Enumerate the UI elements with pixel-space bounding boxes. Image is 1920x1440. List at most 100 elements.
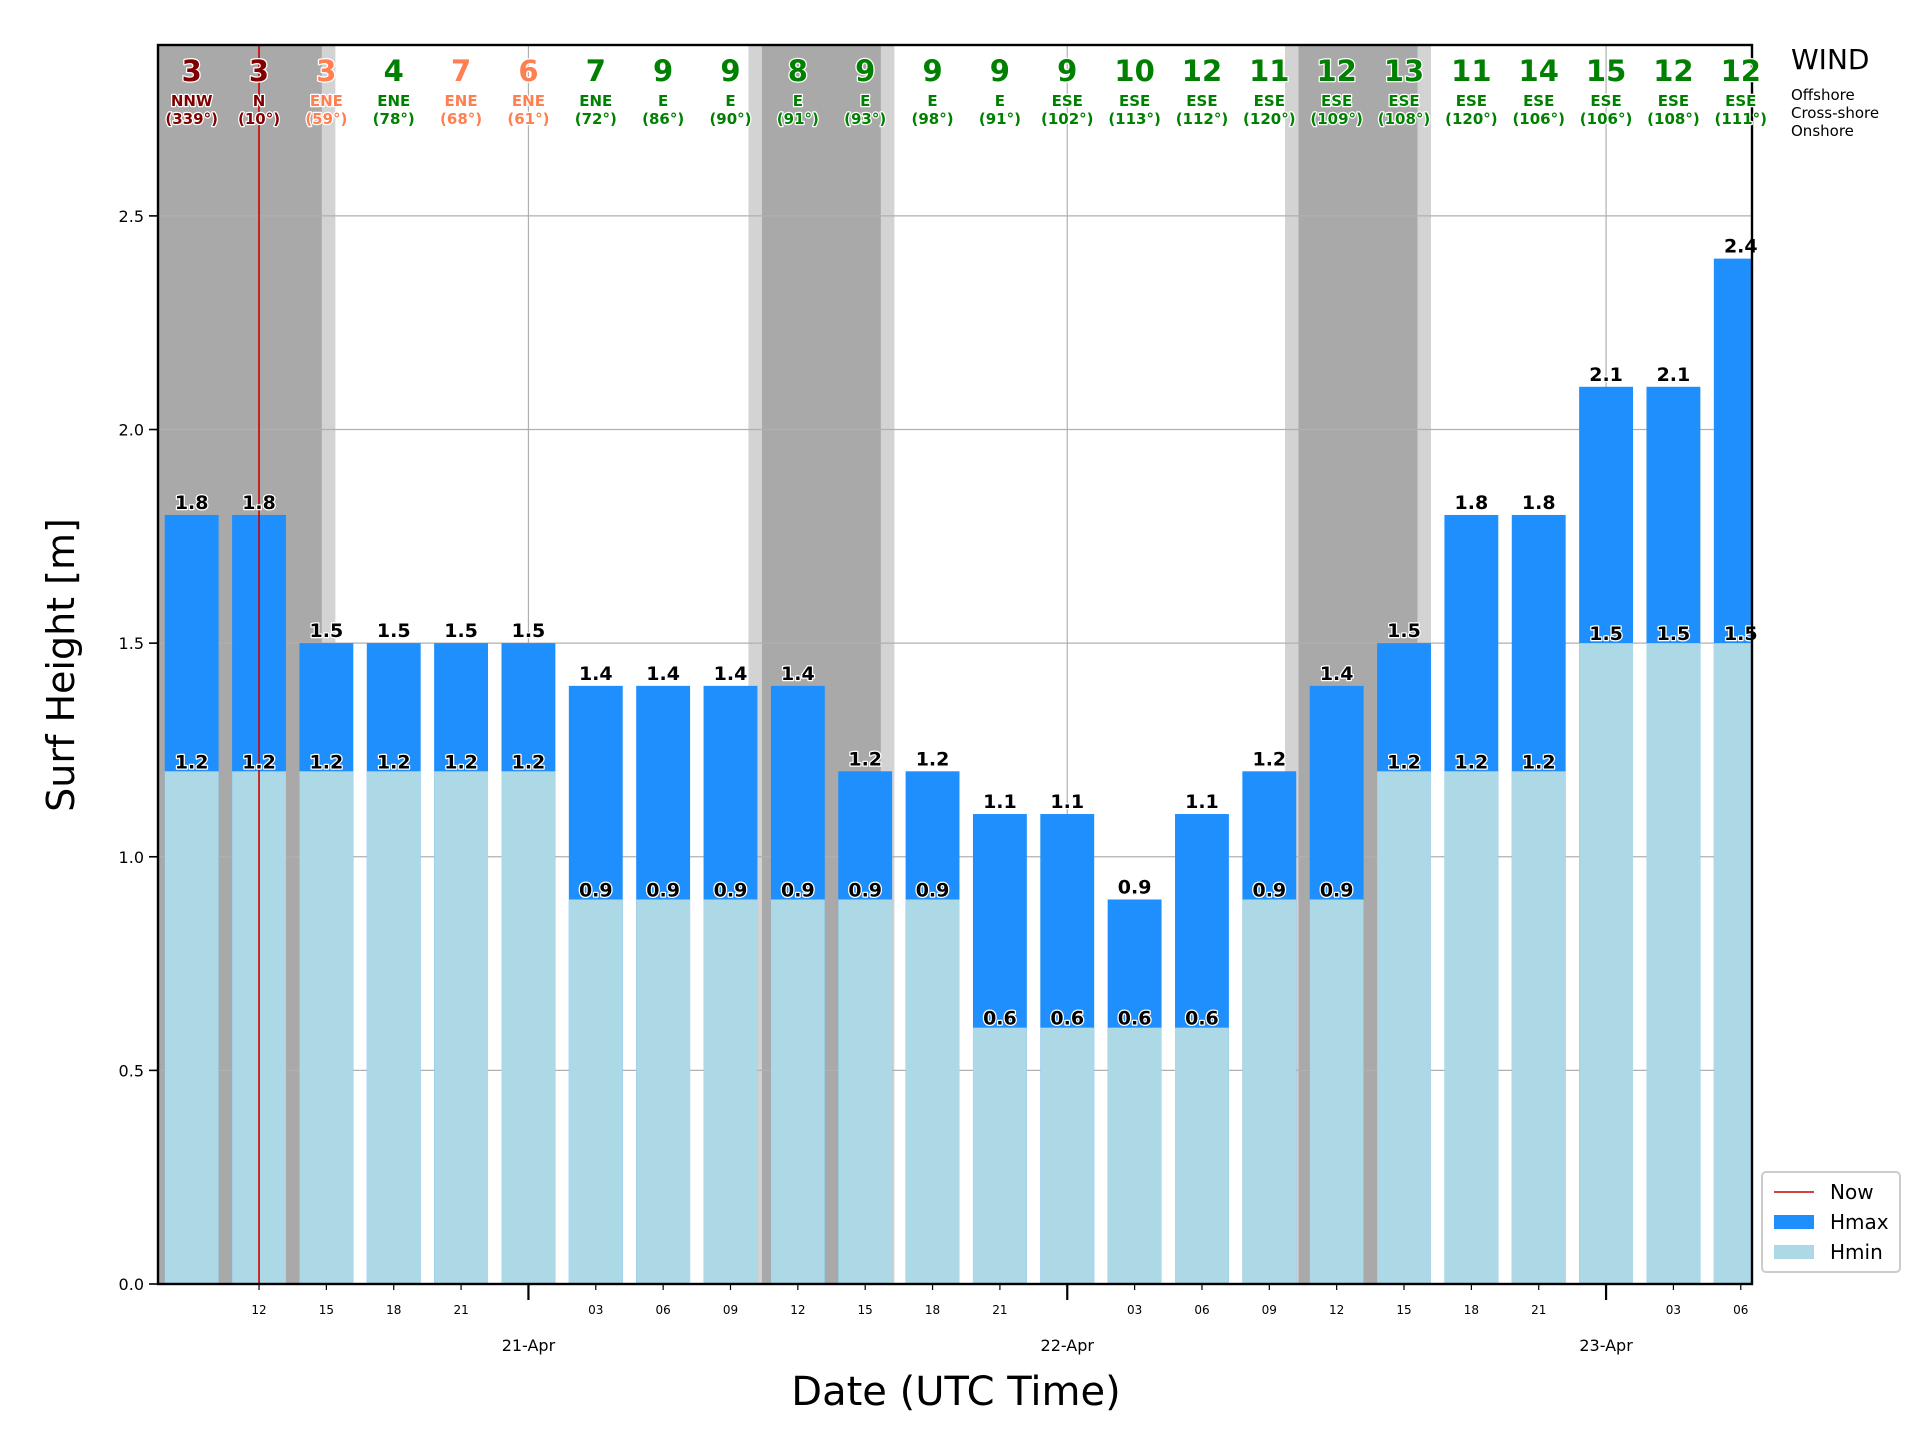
wind-speed: 9 xyxy=(653,54,673,88)
bar-label-hmax: 1.8 xyxy=(242,492,276,514)
bar-label-hmax: 1.2 xyxy=(1252,748,1286,770)
wind-direction: E xyxy=(860,92,870,110)
y-tick-label: 2.5 xyxy=(119,207,144,226)
x-hour-label: 09 xyxy=(1262,1303,1277,1317)
bar-label-hmin: 0.9 xyxy=(781,879,815,901)
wind-degrees: (86°) xyxy=(642,110,684,128)
bar-label-hmax: 1.1 xyxy=(1185,791,1219,813)
bar-hmin xyxy=(1646,643,1701,1284)
bar-hmin xyxy=(703,899,758,1284)
x-hour-label: 03 xyxy=(1666,1303,1681,1317)
bar-label-hmin: 1.5 xyxy=(1589,623,1623,645)
bar-label-hmin: 1.2 xyxy=(1522,751,1556,773)
wind-speed: 9 xyxy=(855,54,875,88)
bar-label-hmin: 0.9 xyxy=(646,879,680,901)
wind-direction: E xyxy=(725,92,735,110)
bar-hmin xyxy=(1309,899,1364,1284)
wind-speed: 3 xyxy=(249,54,269,88)
bar-label-hmax: 0.9 xyxy=(1118,876,1152,898)
wind-direction: ESE xyxy=(1119,92,1150,110)
x-hour-label: 03 xyxy=(1127,1303,1142,1317)
wind-direction: ESE xyxy=(1186,92,1217,110)
wind-speed: 14 xyxy=(1519,54,1559,88)
y-tick-label: 0.5 xyxy=(119,1061,144,1080)
bar-label-hmin: 0.9 xyxy=(714,879,748,901)
wind-direction: ESE xyxy=(1254,92,1285,110)
x-hour-label: 18 xyxy=(1464,1303,1479,1317)
bar-label-hmax: 1.8 xyxy=(1455,492,1489,514)
wind-speed: 9 xyxy=(1057,54,1077,88)
bar-label-hmax: 1.5 xyxy=(377,620,411,642)
wind-direction: ESE xyxy=(1388,92,1419,110)
wind-degrees: (108°) xyxy=(1378,110,1431,128)
wind-speed: 4 xyxy=(384,54,404,88)
bar-hmin xyxy=(1242,899,1297,1284)
y-tick-label: 1.0 xyxy=(119,848,144,867)
wind-speed: 11 xyxy=(1249,54,1289,88)
wind-degrees: (109°) xyxy=(1310,110,1363,128)
wind-degrees: (98°) xyxy=(912,110,954,128)
bar-label-hmin: 0.6 xyxy=(1185,1008,1219,1030)
bar-label-hmax: 1.4 xyxy=(781,663,815,685)
x-day-label: 23-Apr xyxy=(1579,1336,1633,1355)
wind-title: WIND xyxy=(1791,43,1869,76)
wind-degrees: (108°) xyxy=(1647,110,1700,128)
wind-degrees: (61°) xyxy=(507,110,549,128)
bars xyxy=(164,258,1752,1284)
legend-label-hmin: Hmin xyxy=(1830,1240,1883,1264)
wind-speed: 13 xyxy=(1384,54,1424,88)
x-hour-label: 18 xyxy=(386,1303,401,1317)
wind-direction: NNW xyxy=(171,92,213,110)
bar-label-hmax: 1.4 xyxy=(579,663,613,685)
bar-label-hmax: 1.2 xyxy=(848,748,882,770)
wind-direction: ENE xyxy=(377,92,410,110)
bar-hmin xyxy=(838,899,893,1284)
bar-hmin xyxy=(1175,1027,1229,1284)
wind-direction: ESE xyxy=(1658,92,1689,110)
x-axis-label: Date (UTC Time) xyxy=(791,1369,1120,1415)
bar-label-hmax: 1.4 xyxy=(714,663,748,685)
x-day-label: 21-Apr xyxy=(502,1336,556,1355)
wind-degrees: (59°) xyxy=(305,110,347,128)
wind-direction: ENE xyxy=(445,92,478,110)
bar-label-hmin: 0.6 xyxy=(983,1008,1017,1030)
bar-hmin xyxy=(1579,643,1634,1284)
bar-hmin xyxy=(905,899,960,1284)
bar-label-hmax: 1.4 xyxy=(1320,663,1354,685)
wind-row: 3NNW(339°)3N(10°)3ENE(59°)4ENE(78°)7ENE(… xyxy=(164,53,1768,130)
wind-degrees: (120°) xyxy=(1445,110,1498,128)
bar-label-hmin: 1.2 xyxy=(242,751,276,773)
y-tick-label: 0.0 xyxy=(119,1275,144,1294)
wind-speed: 9 xyxy=(922,54,942,88)
wind-degrees: (72°) xyxy=(575,110,617,128)
wind-degrees: (90°) xyxy=(709,110,751,128)
legend-label-now: Now xyxy=(1830,1180,1874,1204)
bar-hmin xyxy=(299,771,354,1284)
bar-hmin xyxy=(1511,771,1566,1284)
bar-label-hmax: 1.5 xyxy=(444,620,478,642)
bar-label-hmin: 0.9 xyxy=(848,879,882,901)
wind-degrees: (78°) xyxy=(373,110,415,128)
wind-degrees: (91°) xyxy=(979,110,1021,128)
x-hour-label: 21 xyxy=(1531,1303,1546,1317)
x-hour-label: 09 xyxy=(723,1303,738,1317)
wind-legend-offshore: Offshore xyxy=(1791,86,1855,104)
wind-legend-onshore: Onshore xyxy=(1791,122,1854,140)
wind-degrees: (106°) xyxy=(1512,110,1565,128)
wind-direction: ESE xyxy=(1456,92,1487,110)
bar-label-hmin: 0.9 xyxy=(579,879,613,901)
wind-degrees: (111°) xyxy=(1715,110,1768,128)
x-hour-label: 03 xyxy=(588,1303,603,1317)
bar-hmin xyxy=(434,771,489,1284)
bar-hmin xyxy=(1377,771,1431,1284)
legend-swatch-hmax xyxy=(1774,1215,1814,1229)
wind-direction: ESE xyxy=(1321,92,1352,110)
wind-direction: ESE xyxy=(1725,92,1756,110)
bar-hmin xyxy=(1444,771,1499,1284)
wind-degrees: (113°) xyxy=(1108,110,1161,128)
wind-degrees: (112°) xyxy=(1176,110,1229,128)
bar-label-hmin: 1.2 xyxy=(377,751,411,773)
x-hour-label: 15 xyxy=(1396,1303,1411,1317)
x-hour-label: 12 xyxy=(1329,1303,1344,1317)
wind-degrees: (68°) xyxy=(440,110,482,128)
